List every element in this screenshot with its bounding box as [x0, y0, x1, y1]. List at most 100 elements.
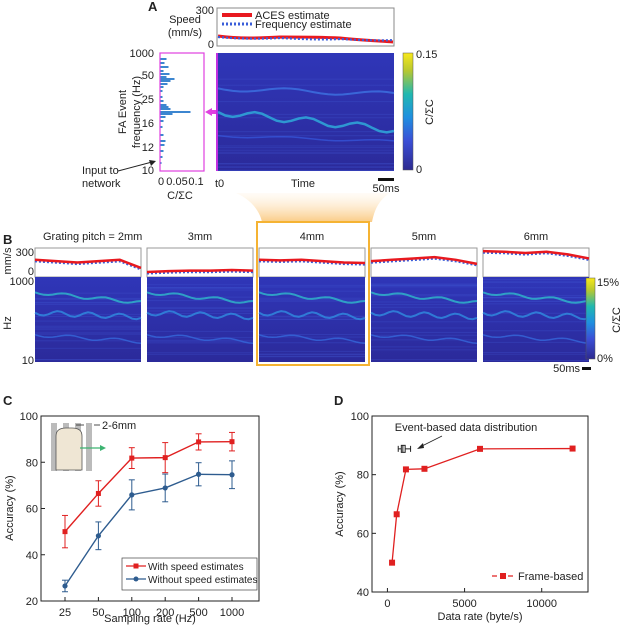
histogram-bar: [161, 156, 163, 158]
spectro-noise: [35, 332, 141, 333]
d-annotation: Event-based data distribution: [395, 422, 537, 434]
hist-xlabel: C/ΣC: [167, 190, 193, 202]
histogram-bar: [161, 106, 169, 108]
histogram-bar: [161, 78, 175, 80]
c-xtick-label: 50: [92, 607, 104, 619]
hist-ytick-1000: 1000: [130, 48, 154, 60]
spectro-noise: [35, 348, 141, 349]
spectro-noise: [147, 297, 253, 298]
colorbar-a-label: C/ΣC: [424, 99, 436, 125]
t0-marker: [216, 53, 218, 171]
b-freq-tick-10: 10: [22, 355, 34, 367]
histogram-bar: [161, 108, 171, 110]
histogram-bar: [161, 86, 164, 88]
spectro-noise: [483, 330, 589, 331]
d-point-frame-based: [570, 446, 576, 452]
d-plot-frame: [372, 416, 588, 592]
motion-arrow-head: [100, 445, 106, 451]
c-point-without-speed: [129, 492, 134, 497]
spectro-noise: [147, 288, 253, 289]
spectro-noise: [371, 359, 477, 360]
c-xlabel: Sampling rate (Hz): [104, 613, 196, 625]
b-spectrogram: [483, 277, 589, 362]
histogram-bar: [161, 96, 163, 98]
spectro-noise: [371, 328, 477, 329]
d-point-frame-based: [421, 466, 427, 472]
d-ylabel: Accuracy (%): [334, 471, 346, 536]
spectro-noise: [147, 284, 253, 285]
speed-tick-0: 0: [208, 39, 214, 51]
histogram-bar: [161, 150, 164, 152]
c-point-without-speed: [163, 485, 168, 490]
b-freq-ylabel: Hz: [2, 316, 14, 329]
d-legend-marker: [500, 573, 506, 579]
panel-a: Speed (mm/s) 300 0 ACES estimate Frequen…: [82, 5, 437, 222]
spectro-noise: [35, 304, 141, 305]
spectro-noise: [483, 281, 589, 282]
histogram-bar: [161, 100, 164, 102]
c-ytick-label: 80: [26, 457, 38, 469]
spectro-noise: [218, 147, 394, 148]
spectro-noise: [371, 285, 477, 286]
panel-label-d: D: [334, 393, 343, 408]
scale-bar-a: [378, 178, 394, 181]
histogram-bar: [161, 144, 165, 146]
spectro-noise: [259, 356, 365, 357]
panel-label-c: C: [3, 393, 13, 408]
speed-tick-300: 300: [196, 5, 214, 17]
c-xtick-label: 1000: [220, 607, 244, 619]
spectro-noise: [147, 354, 253, 355]
spectro-noise: [218, 150, 394, 151]
d-xtick-label: 5000: [452, 598, 476, 610]
histogram-bar: [161, 116, 166, 118]
d-point-frame-based: [403, 466, 409, 472]
c-xtick-label: 25: [59, 607, 71, 619]
hist-xtick-01: 0.1: [188, 176, 203, 188]
spectro-noise: [483, 352, 589, 353]
hist-ytick-12: 12: [142, 142, 154, 154]
panel-d-chart: 4060801000 5000 10000 Event-based data dis…: [334, 411, 588, 623]
b-speed-ylabel: mm/s: [2, 247, 14, 274]
d-annotation-arrowhead: [417, 443, 424, 449]
spectro-noise: [259, 351, 365, 352]
spectro-noise: [483, 279, 589, 280]
hist-ytick-50: 50: [142, 70, 154, 82]
input-to-network-line2: network: [82, 178, 121, 190]
c-ytick-label: 100: [20, 411, 38, 423]
spectro-noise: [147, 341, 253, 342]
c-inset-pitch-label: 2-6mm: [102, 420, 136, 432]
c-point-with-speed: [63, 529, 68, 534]
spectro-noise: [35, 327, 141, 328]
c-point-with-speed: [96, 491, 101, 496]
b-panel-title: Grating pitch = 2mm: [43, 231, 142, 243]
histogram-bar: [161, 76, 167, 78]
c-point-without-speed: [96, 533, 101, 538]
d-ytick-label: 40: [357, 587, 369, 599]
spectro-noise: [218, 152, 394, 153]
spectro-noise: [218, 135, 394, 136]
histogram-bar: [161, 83, 168, 85]
panel-label-a: A: [148, 0, 158, 14]
d-xtick-label: 0: [384, 598, 390, 610]
hist-ytick-10: 10: [142, 165, 154, 177]
speed-label-line2: (mm/s): [168, 27, 202, 39]
magenta-arrow-shaft: [211, 110, 216, 114]
b-spectrogram: [371, 277, 477, 362]
b-speed-tick-300: 300: [16, 247, 34, 259]
colorbar-a-min: 0: [416, 164, 422, 176]
c-legend-red-marker: [134, 564, 139, 569]
spectro-noise: [218, 145, 394, 146]
histogram-bar: [161, 66, 169, 68]
d-ytick-label: 80: [357, 470, 369, 482]
spectro-noise: [35, 326, 141, 327]
scale-bar-b: [582, 367, 591, 370]
c-legend-with-speed: With speed estimates: [148, 562, 244, 573]
d-point-frame-based: [477, 446, 483, 452]
colorbar-b-label: C/ΣC: [611, 307, 623, 333]
c-legend-blue-marker: [134, 577, 139, 582]
c-point-without-speed: [62, 583, 67, 588]
spectro-noise: [259, 301, 365, 302]
colorbar-b-min: 0%: [597, 353, 613, 365]
spectro-noise: [218, 167, 394, 168]
colorbar-b: [586, 278, 595, 359]
